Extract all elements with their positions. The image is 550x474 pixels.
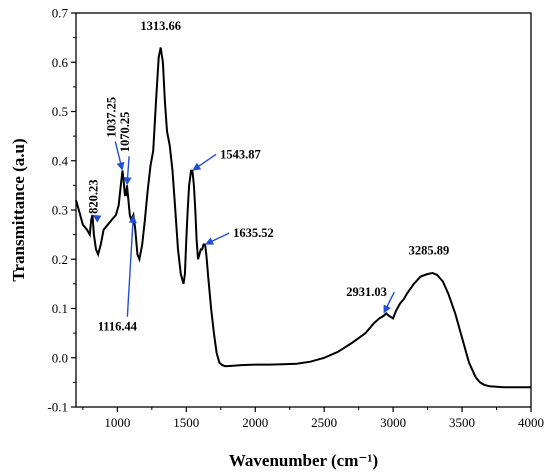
peak-label: 2931.03	[346, 285, 387, 299]
x-axis-label: Wavenumber (cm⁻¹)	[229, 451, 378, 470]
annotation-arrowhead	[128, 214, 137, 224]
peak-label: 1543.87	[220, 147, 261, 161]
y-axis-label: Transmittance (a.u)	[9, 138, 28, 281]
y-tick-label: 0.7	[52, 6, 69, 21]
peak-label: 820.23	[86, 179, 100, 213]
y-tick-label: 0.6	[52, 55, 69, 70]
x-tick-label: 4000	[518, 415, 544, 430]
y-tick-label: 0.0	[52, 350, 68, 365]
peak-label: 3285.89	[409, 243, 450, 257]
peak-label: 1070.25	[118, 112, 132, 153]
annotation-arrowhead	[383, 304, 391, 314]
annotation-arrowhead	[92, 214, 102, 223]
annotation-arrow	[114, 141, 123, 167]
annotation-arrowhead	[205, 237, 214, 245]
x-tick-label: 2000	[242, 415, 268, 430]
transmittance-series-line	[75, 47, 531, 389]
x-tick-label: 3500	[449, 415, 475, 430]
annotation-arrowhead	[116, 161, 125, 171]
peak-annotations: 1313.66 1037.25 1070.25 820.23 1116.44 1543.8…	[86, 19, 449, 333]
tick-marks	[71, 12, 532, 412]
y-tick-label: 0.2	[52, 252, 68, 267]
x-tick-label: 1000	[104, 415, 130, 430]
y-tick-label: -0.1	[47, 400, 68, 415]
peak-label: 1037.25	[104, 97, 118, 138]
x-tick-label: 2500	[311, 415, 337, 430]
y-tick-label: 0.5	[52, 104, 68, 119]
tick-labels: 1000 1500 2000 2500 3000 3500 4000 -0.1 0.0 0.1 0.…	[47, 6, 544, 431]
peak-label: 1635.52	[233, 226, 274, 240]
y-tick-label: 0.3	[52, 203, 68, 218]
annotation-arrow	[126, 156, 130, 182]
plot-frame	[75, 12, 532, 408]
annotation-arrow	[195, 153, 217, 169]
annotation-arrowhead	[123, 177, 132, 186]
peak-label: 1313.66	[140, 19, 181, 33]
annotation-arrowhead	[192, 162, 202, 171]
y-tick-label: 0.4	[52, 153, 69, 168]
x-tick-label: 1500	[173, 415, 199, 430]
x-tick-label: 3000	[380, 415, 406, 430]
annotation-arrow	[126, 218, 134, 317]
y-tick-label: 0.1	[52, 301, 68, 316]
peak-label: 1116.44	[98, 320, 138, 334]
